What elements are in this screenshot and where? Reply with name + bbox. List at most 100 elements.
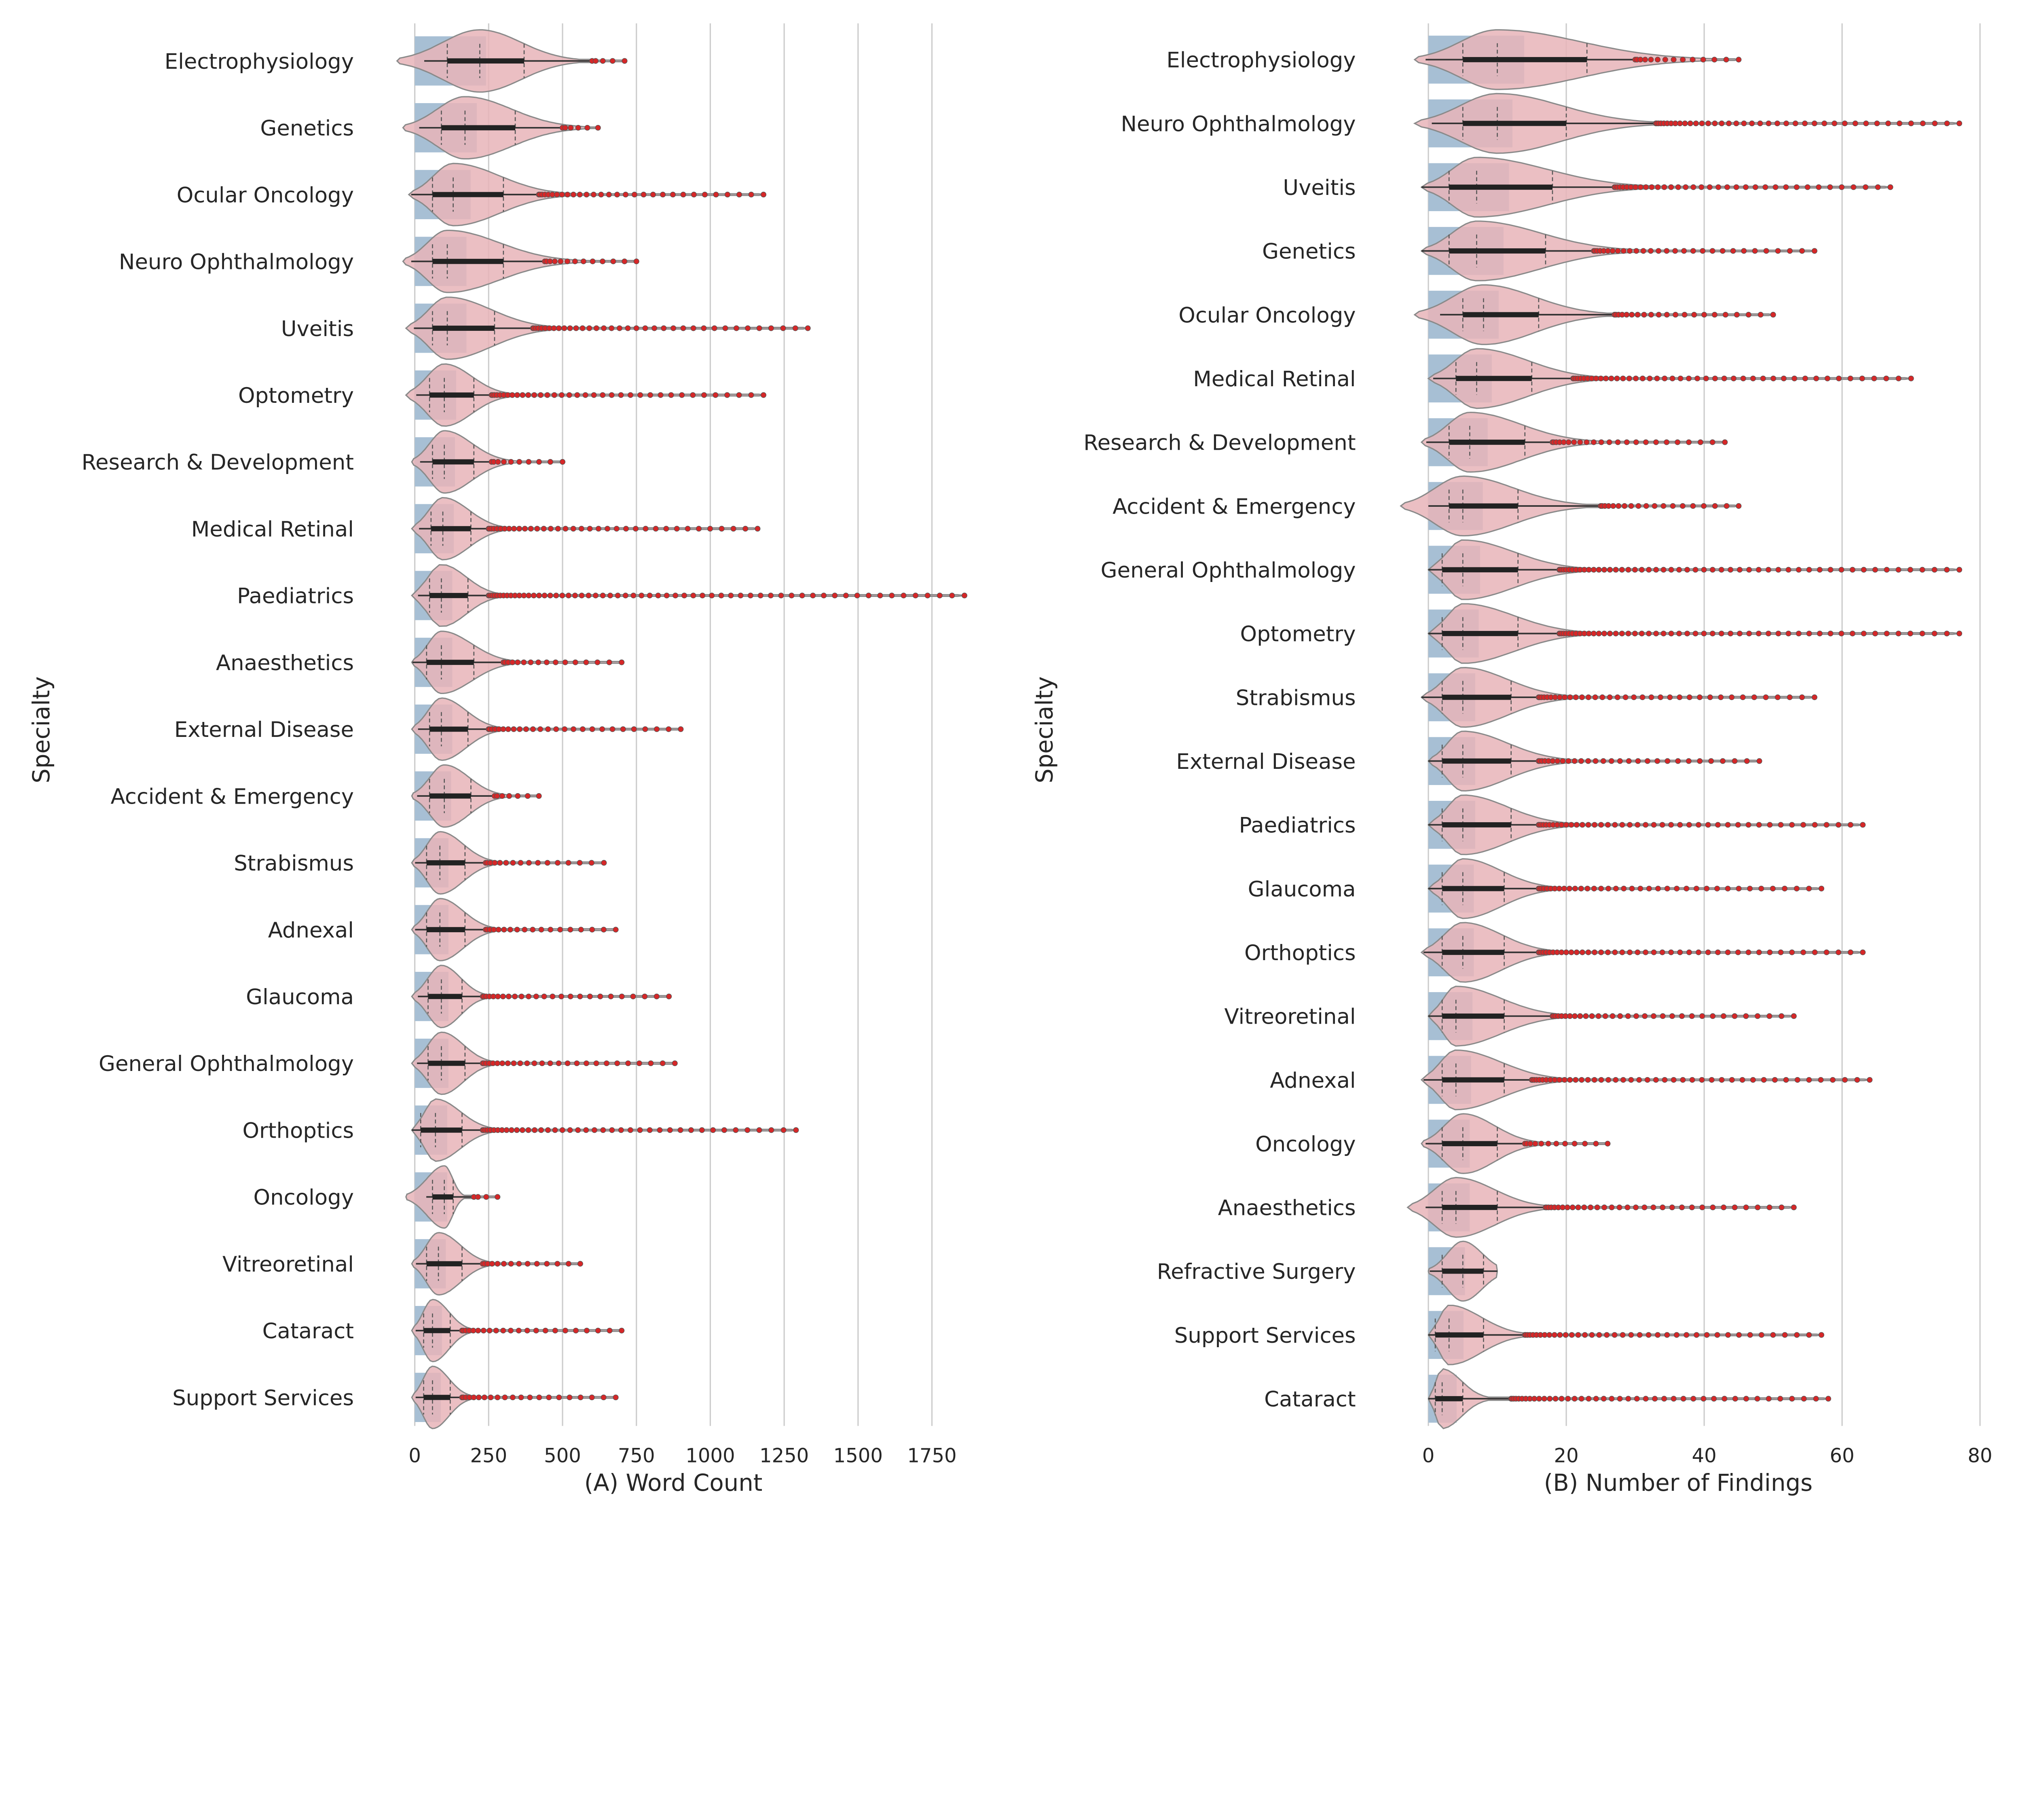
outlier-point	[1735, 822, 1741, 828]
outlier-point	[1605, 1141, 1611, 1147]
outlier-point	[1619, 631, 1625, 637]
outlier-point	[1725, 949, 1731, 955]
outlier-point	[1842, 1077, 1848, 1083]
outlier-point	[1626, 248, 1633, 254]
outlier-point	[1575, 1204, 1581, 1211]
outlier-point	[533, 993, 539, 999]
category-row: Cataract	[262, 1299, 625, 1363]
category-label: Glaucoma	[1248, 877, 1356, 902]
outlier-point	[531, 1127, 538, 1133]
outlier-point	[506, 793, 512, 799]
outlier-point	[792, 325, 798, 331]
outlier-point	[600, 1127, 606, 1133]
outlier-point	[500, 993, 506, 999]
outlier-point	[1660, 631, 1667, 637]
outlier-point	[678, 726, 684, 732]
outlier-point	[1681, 248, 1687, 254]
category-row: Medical Retinal	[1193, 348, 1914, 409]
outlier-point	[515, 793, 521, 799]
outlier-point	[1538, 1141, 1544, 1147]
category-label: Paediatrics	[237, 584, 354, 609]
outlier-point	[1594, 1204, 1600, 1211]
outlier-point	[630, 593, 637, 599]
category-label: General Ophthalmology	[1101, 558, 1356, 583]
outlier-point	[486, 1327, 493, 1333]
outlier-point	[1684, 631, 1690, 637]
outlier-point	[1635, 312, 1641, 318]
outlier-point	[1709, 439, 1715, 445]
outlier-point	[1750, 1077, 1756, 1083]
outlier-point	[1591, 439, 1597, 445]
outlier-point	[1577, 1013, 1583, 1019]
outlier-point	[1860, 822, 1866, 828]
outlier-point	[1701, 631, 1707, 637]
outlier-point	[550, 993, 556, 999]
outlier-point	[1775, 694, 1781, 700]
outlier-point	[506, 526, 512, 532]
outlier-point	[1557, 694, 1563, 700]
outlier-point	[1715, 949, 1721, 955]
outlier-point	[1591, 1077, 1597, 1083]
outlier-point	[1616, 503, 1622, 509]
outlier-point	[1664, 248, 1670, 254]
outlier-point	[1679, 503, 1686, 509]
outlier-point	[1660, 503, 1667, 509]
outlier-point	[1684, 567, 1690, 573]
iqr-box	[1449, 248, 1546, 254]
outlier-point	[1698, 184, 1705, 190]
outlier-point	[1782, 1332, 1788, 1338]
outlier-point	[760, 392, 766, 398]
outlier-point	[1863, 184, 1869, 190]
outlier-point	[1541, 1396, 1547, 1402]
outlier-point	[1563, 949, 1569, 955]
outlier-point	[1632, 631, 1638, 637]
outlier-point	[1610, 248, 1616, 254]
outlier-point	[511, 526, 517, 532]
outlier-point	[1813, 375, 1819, 381]
outlier-point	[1699, 121, 1705, 127]
category-label: Orthoptics	[242, 1118, 354, 1143]
outlier-point	[733, 1127, 739, 1133]
outlier-point	[1676, 631, 1682, 637]
outlier-point	[877, 593, 883, 599]
iqr-box	[429, 593, 468, 598]
outlier-point	[642, 993, 648, 999]
outlier-point	[1725, 822, 1731, 828]
outlier-point	[1553, 1141, 1559, 1147]
iqr-box	[426, 660, 474, 665]
iqr-box	[1463, 312, 1539, 317]
outlier-point	[1562, 694, 1568, 700]
outlier-point	[1607, 567, 1613, 573]
outlier-point	[901, 593, 907, 599]
outlier-point	[1712, 375, 1718, 381]
outlier-point	[1598, 885, 1604, 892]
category-label: Vitreoretinal	[1225, 1005, 1356, 1029]
outlier-point	[1704, 1332, 1710, 1338]
outlier-point	[1703, 375, 1709, 381]
panel-a: 0 250 500 750 1000 1250 1500 1750 (A) Word Count…	[27, 23, 967, 1496]
outlier-point	[1744, 758, 1750, 764]
outlier-point	[1755, 1204, 1761, 1211]
iqr-box	[1442, 758, 1511, 764]
outlier-point	[633, 258, 639, 265]
outlier-point	[1653, 1077, 1659, 1083]
outlier-point	[556, 1395, 562, 1401]
outlier-point	[1646, 567, 1652, 573]
category-row: General Ophthalmology	[1101, 539, 1963, 600]
outlier-point	[1601, 567, 1607, 573]
outlier-point	[1885, 121, 1891, 127]
outlier-point	[1721, 375, 1727, 381]
outlier-point	[1606, 439, 1612, 445]
outlier-point	[566, 392, 572, 398]
outlier-point	[1596, 567, 1602, 573]
outlier-point	[1956, 567, 1963, 573]
outlier-point	[1557, 1332, 1563, 1338]
outlier-point	[1635, 822, 1641, 828]
outlier-point	[1740, 375, 1746, 381]
category-label: Anaesthetics	[1218, 1196, 1356, 1221]
outlier-point	[1944, 567, 1950, 573]
outlier-point	[1710, 1013, 1716, 1019]
outlier-point	[832, 593, 838, 599]
outlier-point	[1555, 758, 1561, 764]
outlier-point	[633, 325, 639, 331]
